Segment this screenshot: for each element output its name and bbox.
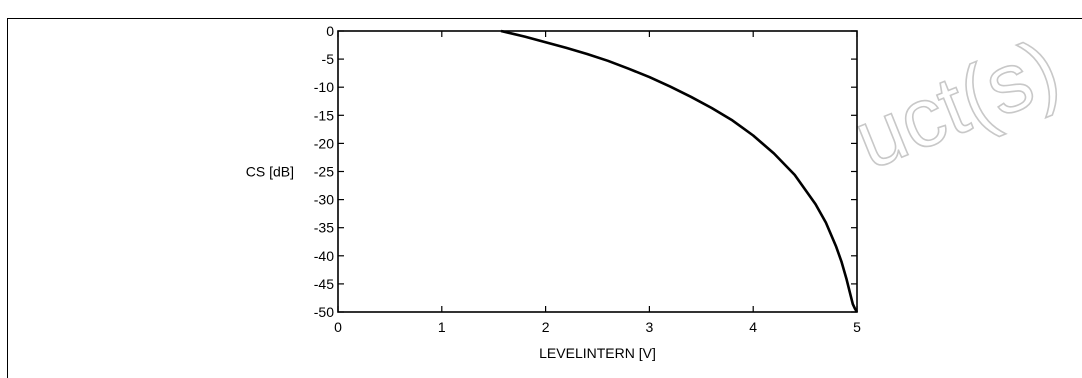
y-tick-label: -50 — [314, 304, 334, 320]
x-tick-label: 2 — [542, 319, 550, 335]
series-line — [500, 29, 859, 313]
x-tick-label: 5 — [853, 319, 861, 335]
y-tick-label: -35 — [314, 220, 334, 236]
y-axis-title: CS [dB] — [246, 164, 294, 180]
y-tick-label: -45 — [314, 276, 334, 292]
y-tick-label: -40 — [314, 248, 334, 264]
plot-area — [337, 30, 858, 313]
x-axis-title: LEVELINTERN [V] — [539, 345, 656, 361]
x-tick-label: 4 — [749, 319, 757, 335]
figure-frame-top — [7, 18, 1082, 19]
y-tick-label: -10 — [314, 79, 334, 95]
x-tick-label: 3 — [646, 319, 654, 335]
y-tick-label: -25 — [314, 164, 334, 180]
y-tick-label: -5 — [322, 51, 335, 67]
y-tick-label: -15 — [314, 107, 334, 123]
y-tick-label: 0 — [326, 23, 334, 39]
y-axis: 0 -5 -10 -15 -20 -25 -30 -35 -40 -45 -50 — [314, 23, 857, 320]
y-tick-label: -20 — [314, 135, 334, 151]
y-tick-label: -30 — [314, 192, 334, 208]
x-axis: 0 1 2 3 4 5 — [334, 31, 861, 335]
series-layer — [500, 29, 859, 313]
x-tick-label: 1 — [438, 319, 446, 335]
plot-border — [337, 30, 858, 313]
figure-frame-left — [7, 18, 8, 378]
x-tick-label: 0 — [334, 319, 342, 335]
